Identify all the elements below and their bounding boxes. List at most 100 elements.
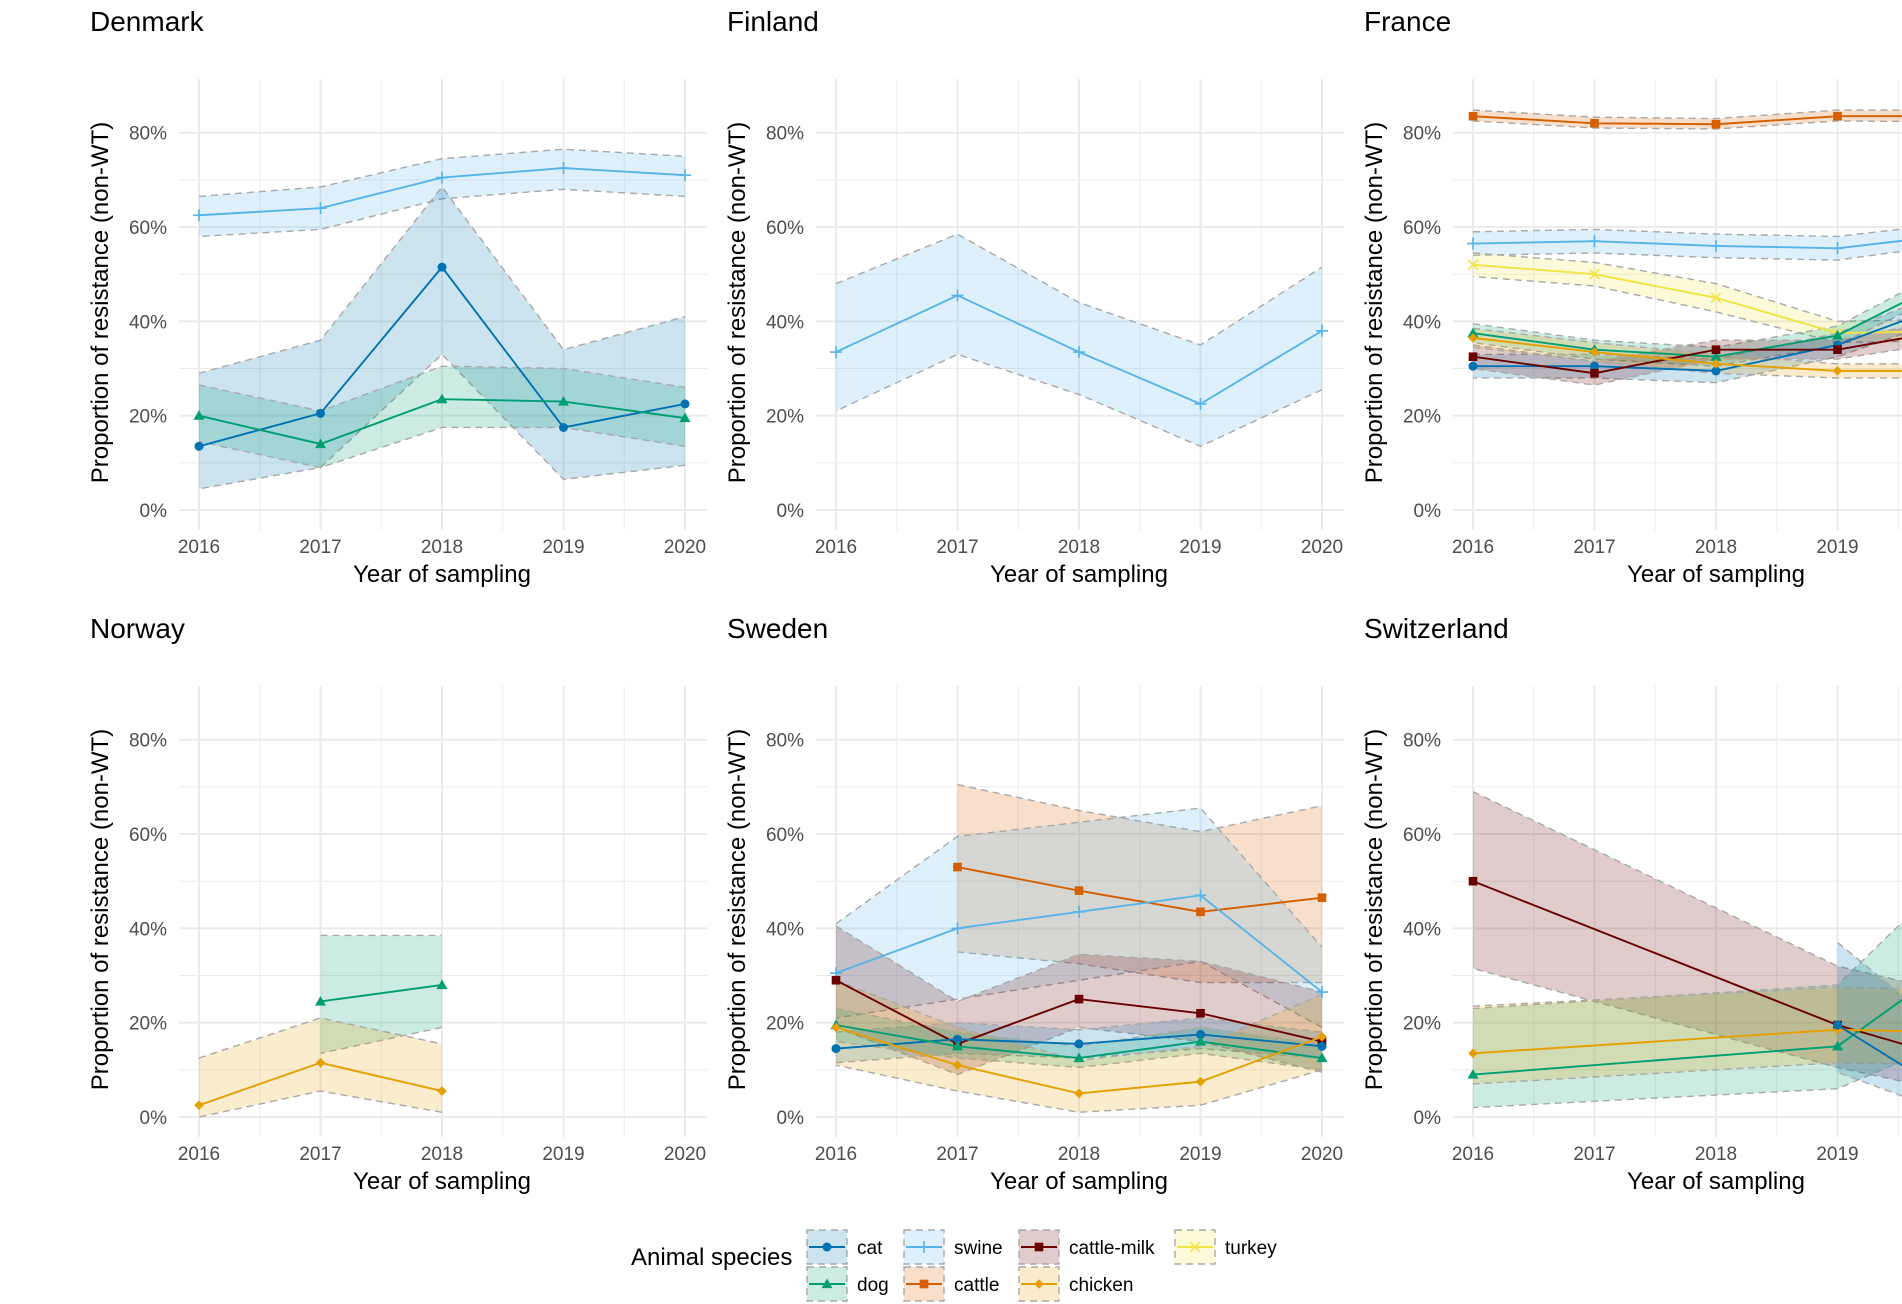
ci-lower-bound [1472, 120, 1902, 130]
point-cattle-milk-2018 [1074, 994, 1084, 1004]
x-tick-label: 2018 [1695, 537, 1737, 558]
series-cattle-line [953, 862, 1327, 917]
point-cat-2018 [1074, 1039, 1084, 1049]
ci-upper-bound [1472, 228, 1902, 238]
point-dog-2019 [1832, 330, 1843, 340]
point-cat-2016 [831, 1044, 841, 1054]
y-axis-title: Proportion of resistance (non-WT) [724, 729, 751, 1090]
y-tick-label: 60% [1403, 825, 1441, 846]
point-chicken-2019 [1195, 1076, 1206, 1087]
point-swine-2019 [1831, 242, 1844, 255]
series-swine-line [830, 289, 1328, 410]
y-tick-label: 20% [766, 1014, 804, 1035]
point-dog-2019 [1832, 1040, 1843, 1051]
point-swine-2017 [1588, 235, 1601, 248]
ci-lower-bound [1472, 275, 1902, 344]
series-dog-line [315, 979, 448, 1006]
legend-marker-cattle-milk [1034, 1242, 1044, 1252]
y-tick-label: 20% [1403, 1014, 1441, 1035]
x-tick-label: 2017 [299, 537, 341, 558]
legend-item-cattle: cattle [903, 1266, 999, 1302]
point-cat-2020 [680, 399, 690, 409]
point-cattle-milk-2016 [831, 975, 841, 985]
point-swine-2019 [557, 162, 570, 175]
point-dog-2018 [1073, 1052, 1085, 1063]
legend-marker-cat [822, 1242, 832, 1252]
series-cattle [957, 783, 1323, 984]
y-tick-label: 0% [1414, 501, 1442, 522]
ci-lower-bound [835, 353, 1323, 448]
panel-title: France [1364, 6, 1451, 37]
legend-label: dog [857, 1275, 889, 1296]
y-tick-label: 80% [1403, 731, 1441, 752]
gridlines [179, 79, 707, 530]
gridlines [1453, 79, 1902, 530]
y-tick-label: 40% [1403, 919, 1441, 940]
point-dog-2017 [952, 1040, 963, 1051]
ci-upper-bound [835, 1017, 1323, 1033]
y-axis-title: Proportion of resistance (non-WT) [87, 122, 114, 483]
point-swine-2020 [679, 169, 691, 182]
point-swine-2018 [436, 171, 448, 184]
series-dog [1472, 921, 1902, 1109]
point-dog-2018 [1710, 351, 1722, 361]
gridlines [816, 686, 1344, 1137]
y-tick-label: 60% [129, 825, 167, 846]
ci-lower-bound [1472, 1062, 1902, 1085]
series-dog-line [193, 393, 691, 449]
legend-marker-chicken [1034, 1279, 1044, 1289]
point-cat-2019 [1833, 1020, 1842, 1030]
ci-band-dog [836, 1008, 1322, 1070]
x-tick-label: 2020 [1301, 537, 1343, 558]
ci-lower-bound [1472, 250, 1902, 261]
point-chicken-2016 [1468, 1048, 1478, 1059]
point-dog-2016 [193, 410, 205, 420]
point-swine-2019 [1194, 397, 1207, 410]
panel-denmark: Denmark 0% 20% 40% 60% 80% 2016 2017 2018 2019 202… [87, 6, 707, 588]
point-chicken-2018 [1074, 1088, 1084, 1099]
point-cat-2020 [1317, 1041, 1327, 1051]
y-tick-label: 0% [140, 501, 168, 522]
y-tick-label: 80% [1403, 124, 1441, 145]
y-tick-label: 40% [766, 919, 804, 940]
ci-upper-bound [1472, 109, 1902, 120]
x-tick-label: 2017 [1573, 537, 1615, 558]
x-tick-label: 2016 [178, 1144, 220, 1165]
point-cat-2017 [316, 408, 325, 418]
legend-item-chicken: chicken [1018, 1266, 1133, 1302]
ci-lower-bound [1837, 1071, 1902, 1097]
panel-title: Norway [90, 613, 185, 644]
point-dog-2018 [436, 979, 448, 990]
point-cattle-milk-2016 [1468, 352, 1478, 362]
point-swine-2017 [951, 289, 964, 302]
panel-norway: Norway 0% 20% 40% 60% 80% 2016 2017 2018 2019 2020… [87, 613, 707, 1195]
x-axis-title: Year of sampling [353, 1168, 531, 1195]
series-chicken [1472, 986, 1902, 1085]
ci-lower-bound [198, 1090, 443, 1118]
panel-title: Switzerland [1364, 613, 1509, 644]
ci-upper-bound [1837, 941, 1902, 996]
series-swine-line [830, 889, 1328, 999]
ci-upper-bound [198, 185, 686, 374]
y-tick-label: 80% [766, 124, 804, 145]
ci-upper-bound [1472, 986, 1902, 1007]
point-dog-2020 [1316, 1052, 1328, 1063]
panel-title: Finland [727, 6, 819, 37]
ci-upper-bound [1472, 790, 1902, 982]
x-tick-label: 2018 [421, 537, 463, 558]
x-tick-label: 2018 [1058, 537, 1100, 558]
y-axis-title: Proportion of resistance (non-WT) [87, 729, 114, 1090]
point-swine-2018 [1073, 905, 1085, 918]
panel-title: Denmark [90, 6, 205, 37]
ci-lower-bound [957, 951, 1322, 984]
point-dog-2016 [1467, 1069, 1479, 1079]
legend-marker-cattle [919, 1279, 929, 1289]
series-swine-line [193, 162, 691, 222]
point-swine-2020 [1316, 324, 1328, 337]
x-tick-label: 2019 [1179, 1144, 1221, 1165]
series-dog-line [1467, 998, 1902, 1079]
point-cat-2016 [194, 441, 204, 451]
legend-label: turkey [1225, 1238, 1277, 1259]
x-axis-title: Year of sampling [990, 1168, 1168, 1195]
